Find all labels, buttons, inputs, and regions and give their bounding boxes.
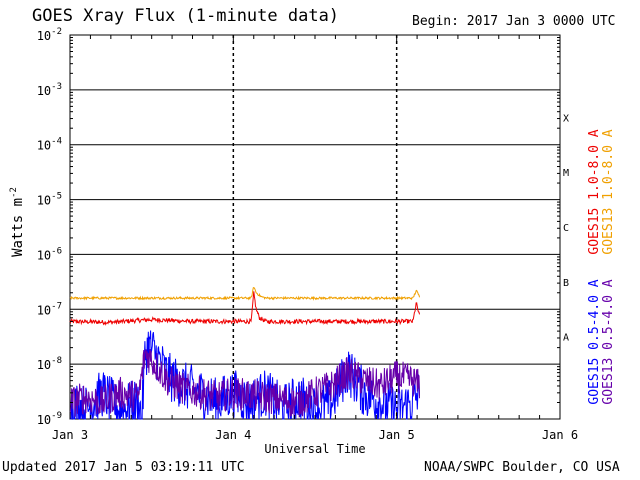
y-tick-label: 10-6 — [37, 246, 62, 262]
x-axis-label: Universal Time — [264, 442, 365, 456]
flare-class-label: A — [563, 333, 569, 344]
y-axis-label-exp: -2 — [9, 187, 19, 198]
y-tick-label: 10-4 — [37, 137, 62, 153]
updated-timestamp: Updated 2017 Jan 5 03:19:11 UTC — [2, 460, 245, 475]
x-tick-label: Jan 3 — [52, 428, 88, 442]
y-axis-label: Watts m-2 — [9, 187, 26, 257]
flare-class-label: X — [563, 113, 569, 124]
series-line-goes13-1-0-8-0-a — [69, 287, 420, 301]
y-tick-label: 10-8 — [37, 356, 62, 372]
y-tick-label: 10-2 — [37, 27, 62, 43]
legend-entry: GOES15 0.5-4.0 A — [587, 279, 602, 404]
x-tick-label: Jan 5 — [379, 428, 415, 442]
begin-time-label: Begin: 2017 Jan 3 0000 UTC — [412, 14, 616, 29]
y-tick-label: 10-5 — [37, 192, 62, 208]
y-tick-label: 10-3 — [37, 82, 62, 98]
flare-class-label: B — [563, 278, 569, 289]
y-tick-label: 10-9 — [37, 411, 62, 427]
series-line-goes15-1-0-8-0-a — [69, 291, 420, 326]
series-line-goes15-0-5-4-0-a — [70, 330, 420, 420]
flare-class-label: M — [563, 168, 569, 179]
legend-entry: GOES13 0.5-4.0 A — [601, 279, 616, 404]
legend-entry: GOES15 1.0-8.0 A — [587, 129, 602, 254]
x-tick-label: Jan 4 — [215, 428, 251, 442]
series-line-goes13-0-5-4-0-a — [69, 349, 420, 418]
y-axis-label-unit: Watts m — [10, 198, 26, 257]
y-tick-label: 10-7 — [37, 301, 62, 317]
x-tick-label: Jan 6 — [542, 428, 578, 442]
chart-title: GOES Xray Flux (1-minute data) — [32, 6, 340, 26]
legend-entry: GOES13 1.0-8.0 A — [601, 129, 616, 254]
flare-class-label: C — [563, 223, 569, 234]
credit-label: NOAA/SWPC Boulder, CO USA — [424, 460, 620, 475]
